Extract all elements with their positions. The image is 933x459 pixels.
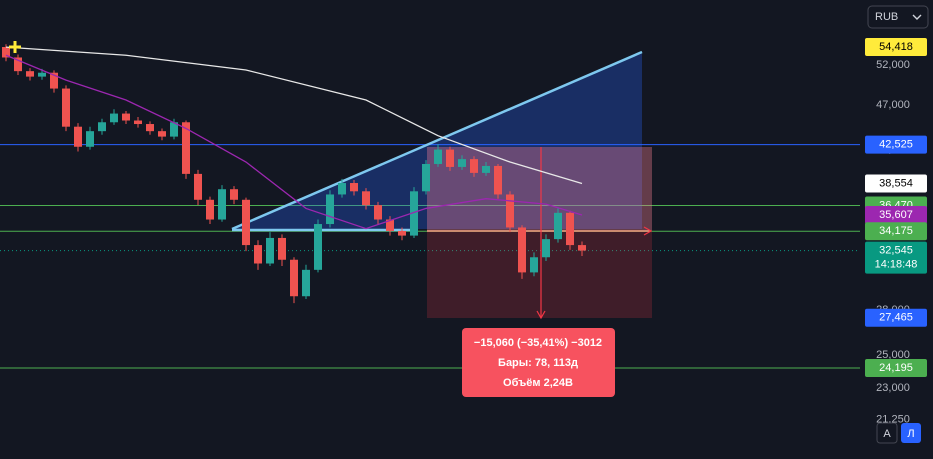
candle-body [374, 205, 382, 220]
y-tick-label: 52,000 [876, 59, 910, 71]
candle-body [14, 57, 22, 72]
price-tag [865, 174, 927, 193]
candle-body [26, 71, 34, 77]
pattern-line [231, 50, 643, 231]
candle-body [2, 47, 10, 58]
price-tag [865, 135, 927, 154]
last-price-tag [865, 241, 927, 274]
candle-body [182, 122, 190, 174]
candle-body [242, 199, 250, 246]
candle-body [350, 183, 358, 192]
candle-body [194, 173, 202, 200]
candle-body [470, 159, 478, 173]
countdown: 14:18:48 [875, 258, 918, 270]
candle-body [542, 239, 550, 258]
price-tag-label: 54,418 [879, 41, 913, 53]
candle-body [578, 245, 586, 251]
candle-body [410, 191, 418, 236]
candle-body [434, 149, 442, 164]
currency-select[interactable] [867, 5, 929, 29]
candle-body [74, 126, 82, 147]
candle-body [218, 189, 226, 220]
candle-body [266, 237, 274, 264]
candle-body [422, 163, 430, 192]
candle-body [338, 183, 346, 195]
last-price-label: 32,545 [879, 244, 913, 256]
moving-average [5, 54, 583, 230]
candle-body [506, 194, 514, 228]
measure-volume: Объём 2,24B [503, 377, 573, 389]
moving-average [5, 46, 583, 185]
currency-label: RUB [875, 11, 898, 23]
measure-area [427, 147, 652, 318]
measure-label-box [462, 328, 615, 397]
measure-change: −15,060 (−35,41%) −3012 [474, 337, 602, 349]
candle-body [446, 149, 454, 167]
price-tag-label: 27,465 [879, 312, 913, 324]
y-tick-label: 21,250 [876, 413, 910, 425]
candle-body [398, 230, 406, 236]
price-tag [865, 205, 927, 224]
candle-body [62, 88, 70, 127]
log-button[interactable] [901, 423, 921, 443]
candle-body [278, 237, 286, 260]
candle-body [482, 165, 490, 173]
price-tag-label: 35,607 [879, 209, 913, 221]
candle-body [314, 224, 322, 270]
candle-body [146, 124, 154, 132]
candle-body [38, 72, 46, 77]
candle-body [458, 159, 466, 167]
candle-body [230, 189, 238, 200]
candle-body [326, 194, 334, 225]
measure-arrow [643, 226, 653, 236]
y-tick-label: 47,000 [876, 99, 910, 111]
candle-body [170, 122, 178, 137]
candle-body [386, 219, 394, 231]
candle-body [494, 165, 502, 195]
price-tag [865, 358, 927, 377]
price-tag-label: 24,195 [879, 362, 913, 374]
price-tag-label: 34,175 [879, 225, 913, 237]
candle-body [530, 257, 538, 273]
y-tick-label: 23,000 [876, 382, 910, 394]
auto-button-label: A [883, 428, 891, 440]
price-tag-label: 38,554 [879, 177, 913, 189]
candle-body [302, 269, 310, 297]
candle-body [206, 199, 214, 220]
price-tag [865, 38, 927, 57]
candle-body [134, 120, 142, 125]
candle-body [110, 113, 118, 123]
candle-body [50, 72, 58, 89]
candle-body [566, 212, 574, 246]
candle-body [98, 122, 106, 132]
auto-button[interactable] [876, 422, 898, 444]
candle-body [254, 245, 262, 264]
candle-body [518, 227, 526, 273]
dropdown-arrow [912, 14, 922, 20]
candle-body [122, 113, 130, 121]
candle-body [554, 212, 562, 240]
price-tag-label: 42,525 [879, 139, 913, 151]
candle-body [290, 259, 298, 297]
measure-bars: Бары: 78, 113д [498, 357, 578, 369]
price-tag [865, 308, 927, 327]
crosshair-marker [9, 41, 21, 53]
log-button-label: Л [907, 428, 914, 440]
measure-arrow [536, 310, 546, 320]
candle-body [362, 191, 370, 206]
price-tag [865, 222, 927, 241]
candle-body [158, 131, 166, 137]
candle-body [86, 131, 94, 147]
y-tick-label: 25,000 [876, 349, 910, 361]
